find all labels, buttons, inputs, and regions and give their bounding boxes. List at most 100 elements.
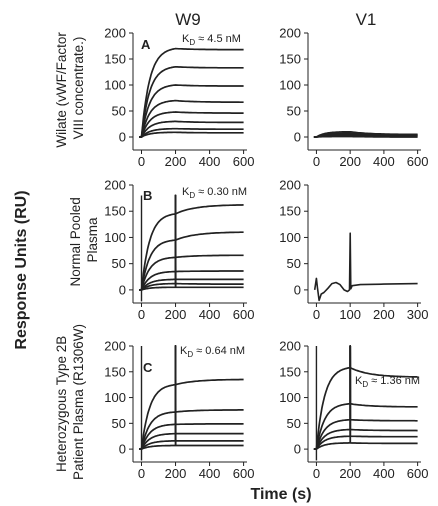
series-line-2 bbox=[313, 345, 418, 450]
series-line-2 bbox=[139, 194, 244, 291]
x-axis-label: Time (s) bbox=[250, 486, 311, 503]
panel-a-v1: 0 50 100 150 200 0 200 400 600 bbox=[279, 26, 428, 170]
x-tick-label: 0 bbox=[138, 307, 145, 322]
y-tick-label: 0 bbox=[119, 130, 126, 145]
panel-c-w9: 0 50 100 150 200 0 200 400 600 C KD ≈ 0.64 nM bbox=[104, 339, 254, 482]
x-tick-label: 400 bbox=[199, 466, 221, 481]
series-line-1 bbox=[313, 345, 418, 450]
y-tick-label: 50 bbox=[287, 104, 301, 119]
kd-annotation: KD ≈ 1.36 nM bbox=[355, 375, 420, 389]
kd-value: ≈ 4.5 nM bbox=[195, 33, 241, 45]
panel-a-w9: 0 50 100 150 200 0 200 400 600 A KD ≈ 4.5 nM bbox=[104, 26, 254, 170]
x-tick-label: 600 bbox=[233, 154, 255, 169]
row-label-a-line2: VIII concentrate.) bbox=[71, 37, 86, 140]
kd-annotation: KD ≈ 0.64 nM bbox=[180, 345, 245, 359]
y-tick-label: 200 bbox=[279, 26, 301, 41]
y-tick-label: 150 bbox=[104, 204, 126, 219]
x-tick-label: 0 bbox=[138, 154, 145, 169]
x-tick-label: 300 bbox=[407, 307, 429, 322]
series-line bbox=[313, 232, 418, 302]
series-line-5 bbox=[139, 111, 244, 138]
y-tick-label: 150 bbox=[279, 204, 301, 219]
y-tick-label: 100 bbox=[104, 230, 126, 245]
series-line-7 bbox=[139, 194, 244, 291]
series-line-1 bbox=[139, 47, 244, 138]
x-tick-label: 400 bbox=[373, 154, 395, 169]
series-line-1 bbox=[139, 194, 244, 291]
y-tick-label: 150 bbox=[104, 52, 126, 67]
y-tick-label: 100 bbox=[279, 78, 301, 93]
y-tick-label: 0 bbox=[119, 442, 126, 457]
y-tick-label: 0 bbox=[294, 130, 301, 145]
x-tick-label: 0 bbox=[313, 154, 320, 169]
y-tick-label: 100 bbox=[279, 230, 301, 245]
row-label-b: Normal Pooled Plasma bbox=[68, 193, 100, 286]
kd-annotation: KD ≈ 4.5 nM bbox=[182, 33, 241, 47]
series-line-2 bbox=[139, 65, 244, 138]
x-tick-label: 0 bbox=[138, 466, 145, 481]
series-line-6 bbox=[139, 120, 244, 138]
x-tick-label: 600 bbox=[407, 154, 429, 169]
kd-value: ≈ 0.30 nM bbox=[195, 186, 247, 198]
x-tick-label: 200 bbox=[165, 466, 187, 481]
series-line-1 bbox=[139, 345, 244, 450]
y-tick-label: 200 bbox=[104, 178, 126, 193]
x-tick-label: 100 bbox=[339, 307, 361, 322]
kd-subscript: D bbox=[189, 38, 195, 47]
panel-b-v1: 0 50 100 150 200 0 100 200 300 bbox=[279, 178, 428, 323]
series-line-8 bbox=[139, 131, 244, 138]
series-line-5 bbox=[313, 135, 418, 138]
y-tick-label: 200 bbox=[279, 178, 301, 193]
series-line-5 bbox=[139, 194, 244, 291]
x-tick-label: 400 bbox=[199, 154, 221, 169]
series-line-6 bbox=[139, 345, 244, 450]
x-tick-label: 0 bbox=[313, 307, 320, 322]
y-tick-label: 50 bbox=[287, 256, 301, 271]
series-line-6 bbox=[313, 345, 418, 450]
y-tick-label: 200 bbox=[104, 26, 126, 41]
kd-value: ≈ 0.64 nM bbox=[193, 345, 245, 357]
panel-letter: A bbox=[141, 37, 151, 52]
row-label-c-line1: Heterozygous Type 2B bbox=[54, 336, 69, 472]
y-tick-label: 150 bbox=[104, 364, 126, 379]
y-tick-label: 100 bbox=[104, 390, 126, 405]
x-tick-label: 400 bbox=[373, 466, 395, 481]
y-tick-label: 200 bbox=[104, 339, 126, 354]
x-tick-label: 200 bbox=[165, 154, 187, 169]
series-line-3 bbox=[313, 345, 418, 450]
series-line-5 bbox=[139, 345, 244, 450]
series-line-4 bbox=[139, 194, 244, 291]
series-line-6 bbox=[139, 194, 244, 291]
y-tick-label: 100 bbox=[104, 78, 126, 93]
kd-subscript: D bbox=[189, 191, 195, 200]
x-tick-label: 0 bbox=[313, 466, 320, 481]
y-tick-label: 200 bbox=[279, 339, 301, 354]
panel-letter: C bbox=[143, 360, 153, 375]
series-line-2 bbox=[139, 345, 244, 450]
row-label-b-line2: Plasma bbox=[85, 217, 100, 263]
kd-symbol: K bbox=[182, 186, 190, 198]
y-tick-label: 150 bbox=[279, 52, 301, 67]
panel-b-w9: 0 50 100 150 200 0 200 400 600 B KD ≈ 0.30 nM bbox=[104, 178, 254, 323]
x-tick-label: 600 bbox=[407, 466, 429, 481]
kd-subscript: D bbox=[362, 380, 368, 389]
x-tick-label: 600 bbox=[233, 466, 255, 481]
kd-subscript: D bbox=[187, 350, 193, 359]
y-tick-label: 150 bbox=[279, 364, 301, 379]
series-line-4 bbox=[139, 99, 244, 138]
y-tick-label: 0 bbox=[119, 282, 126, 297]
row-label-a-line1: Wilate (vWF/Factor bbox=[54, 32, 69, 148]
series-line-4 bbox=[313, 345, 418, 450]
series-line-7 bbox=[139, 127, 244, 138]
series-line-5 bbox=[313, 345, 418, 450]
y-axis-label: Response Units (RU) bbox=[13, 190, 30, 349]
panel-letter: B bbox=[143, 188, 152, 203]
column-title-v1: V1 bbox=[356, 10, 377, 29]
series-line-4 bbox=[139, 345, 244, 450]
kd-symbol: K bbox=[355, 375, 363, 387]
row-label-b-line1: Normal Pooled bbox=[68, 197, 83, 286]
panel-c-v1: 0 50 100 150 200 0 200 400 600 KD ≈ 1.36 nM bbox=[279, 339, 428, 482]
row-label-a: Wilate (vWF/Factor VIII concentrate.) bbox=[54, 28, 86, 147]
